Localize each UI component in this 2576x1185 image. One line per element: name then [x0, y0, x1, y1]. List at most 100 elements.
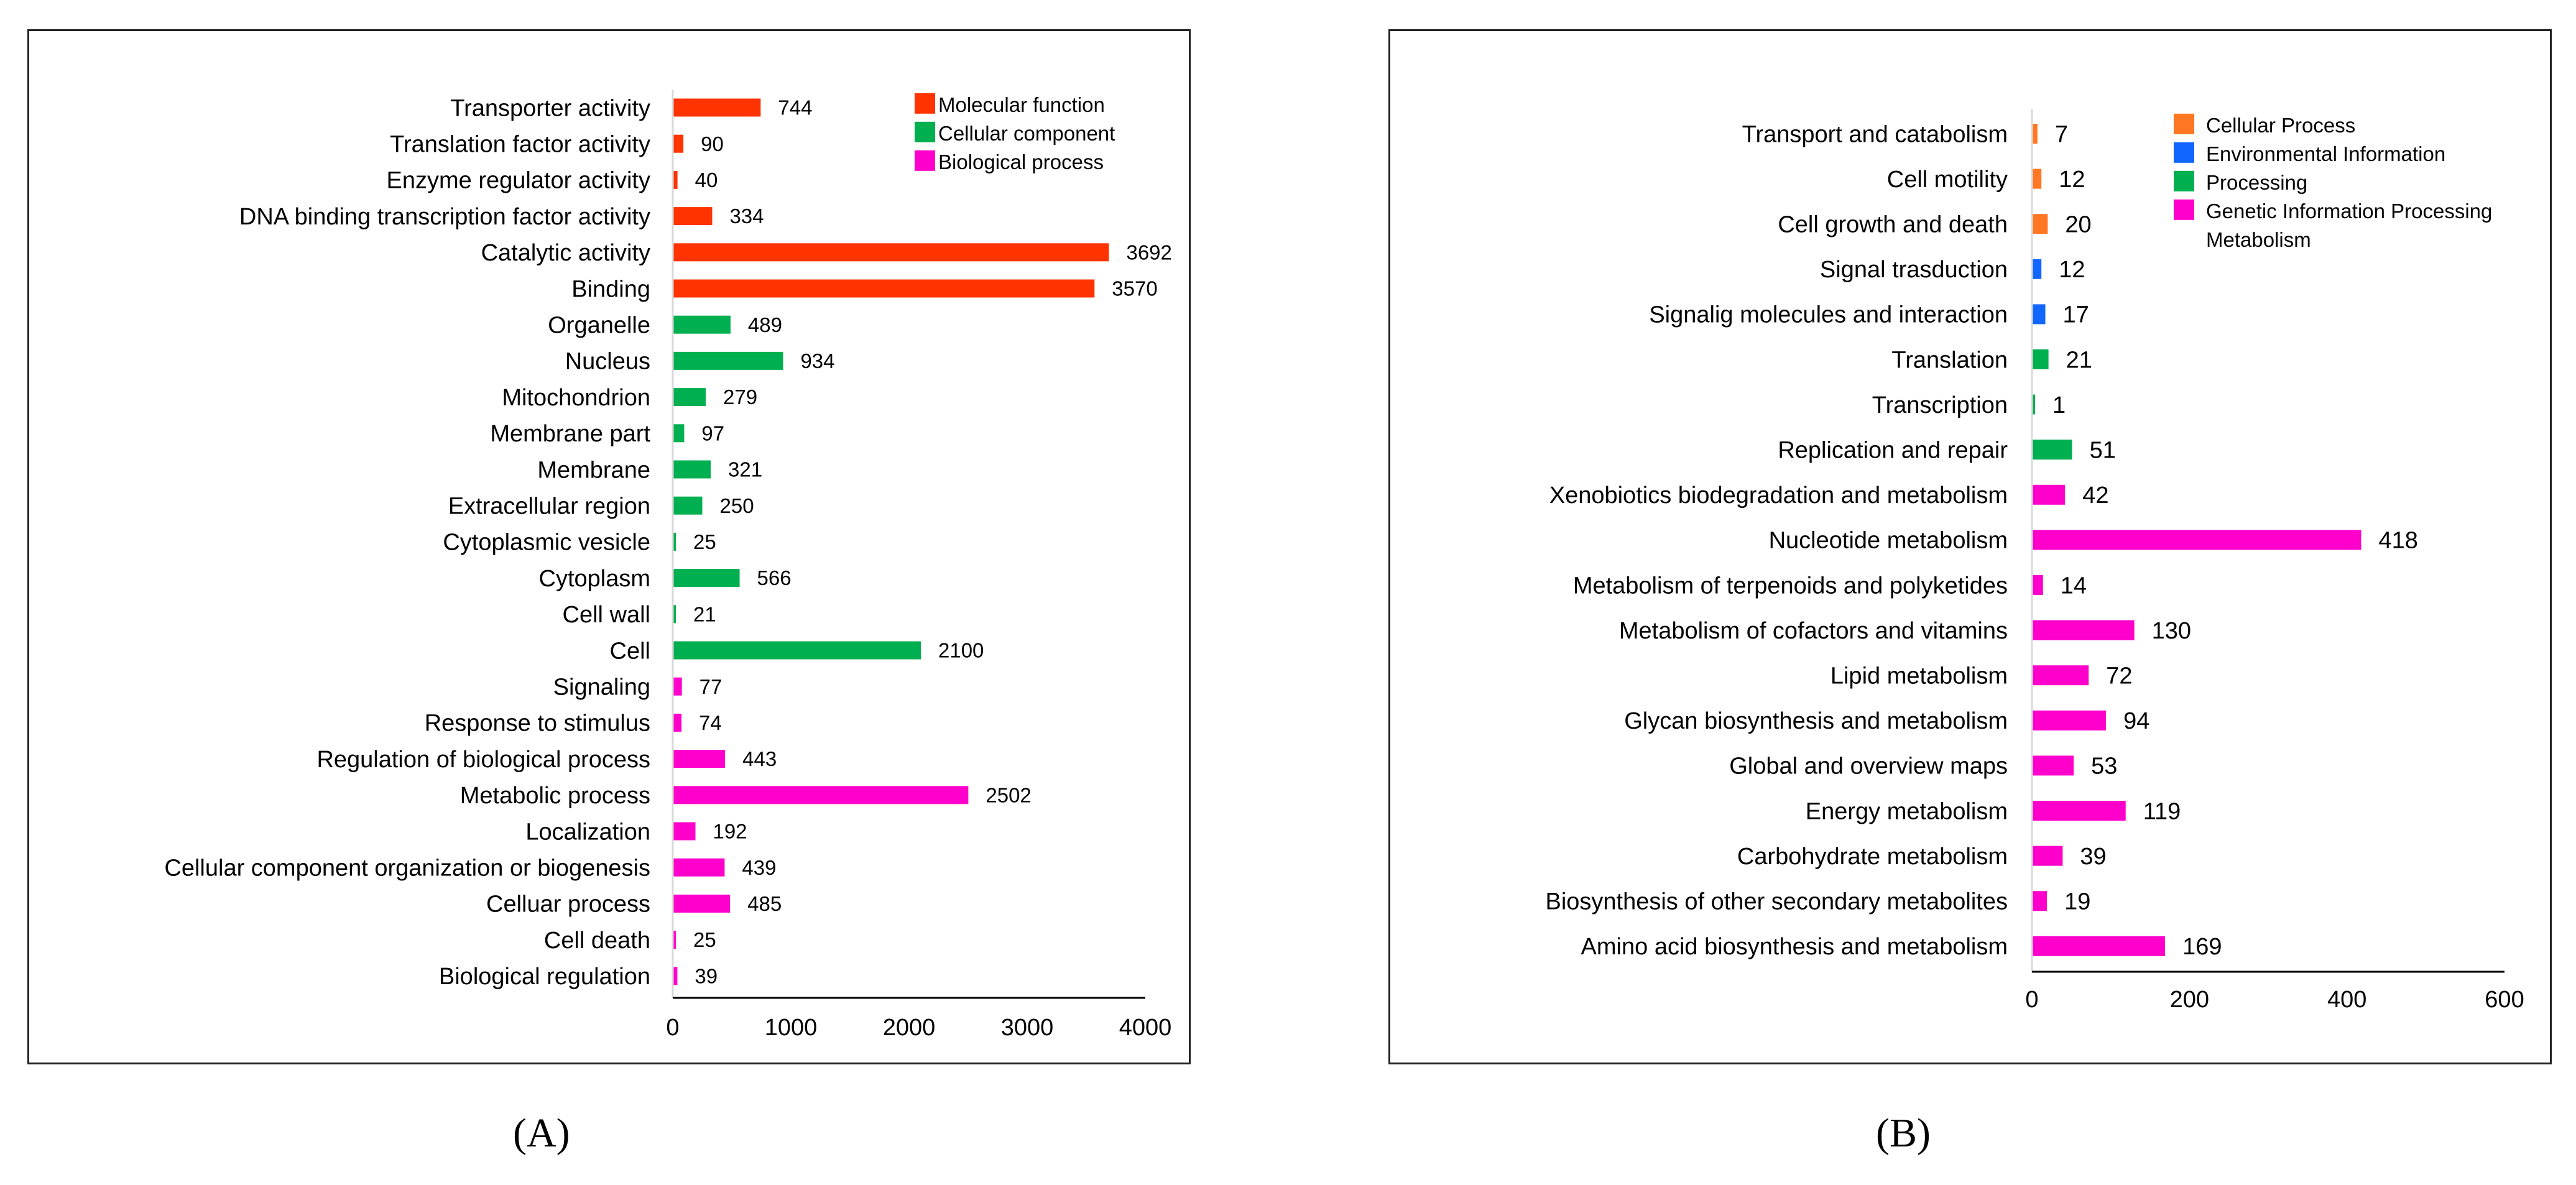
category-label: Transport and catabolism [1742, 121, 2008, 147]
bar [2032, 484, 2066, 505]
data-label: 1 [2052, 392, 2066, 418]
bar [2032, 440, 2072, 460]
category-label: DNA binding transcription factor activit… [239, 204, 650, 230]
bar [2032, 530, 2361, 550]
panel-a: Transporter activity 744 Translation facto… [27, 29, 1191, 1064]
bar [673, 460, 711, 479]
bar [673, 496, 703, 515]
category-label: Signal trasduction [1820, 257, 2008, 283]
data-label: 279 [723, 385, 757, 408]
bar [673, 532, 676, 551]
data-label: 17 [2063, 302, 2089, 328]
category-label: Biosynthesis of other secondary metaboli… [1545, 889, 2008, 915]
bar [2032, 891, 2047, 911]
category-label: Response to stimulus [425, 711, 650, 737]
bar [2032, 665, 2089, 686]
bar [673, 98, 761, 117]
data-label: 418 [2378, 528, 2417, 554]
legend-label: Genetic Information Processing [2206, 200, 2492, 223]
category-label: Signaling [553, 675, 650, 701]
bar [673, 279, 1095, 298]
data-label: 21 [693, 602, 716, 625]
data-label: 40 [695, 168, 718, 191]
legend-swatch [2174, 113, 2194, 134]
bar [673, 750, 726, 768]
category-label: Energy metabolism [1806, 798, 2008, 824]
bar [2032, 575, 2043, 595]
data-label: 72 [2106, 663, 2132, 689]
bar [673, 243, 1109, 262]
bar [2032, 349, 2049, 369]
category-label: Cell motility [1887, 167, 2008, 193]
bar [2032, 124, 2038, 144]
legend-label: Processing [2206, 171, 2307, 194]
bar [2032, 304, 2046, 325]
bar [2032, 620, 2135, 640]
category-label: Organelle [548, 313, 650, 339]
data-label: 130 [2152, 618, 2191, 644]
data-label: 94 [2123, 708, 2149, 734]
data-label: 51 [2090, 438, 2116, 464]
bar [673, 967, 678, 985]
category-label: Carbohydrate metabolism [1737, 844, 2008, 870]
category-label: Extracellular region [448, 494, 650, 520]
category-label: Global and overview maps [1729, 754, 2008, 780]
data-label: 20 [2065, 212, 2091, 238]
data-label: 934 [800, 349, 834, 372]
category-label: Binding [571, 276, 650, 302]
x-tick-label: 0 [2025, 987, 2038, 1013]
category-label: Metabolism of cofactors and vitamins [1619, 618, 2008, 644]
category-label: Catalytic activity [481, 240, 650, 266]
x-tick-label: 600 [2485, 987, 2524, 1013]
bar [673, 424, 685, 443]
data-label: 334 [729, 205, 764, 228]
category-label: Cell growth and death [1778, 212, 2008, 238]
bar [2032, 168, 2042, 189]
bar [673, 677, 682, 696]
category-label: Nucleus [565, 349, 650, 375]
legend-swatch [2174, 170, 2194, 191]
data-label: 21 [2066, 347, 2092, 373]
bar [2032, 214, 2048, 234]
bar [673, 315, 731, 334]
data-label: 439 [742, 856, 776, 879]
x-tick-label: 4000 [1119, 1015, 1172, 1041]
category-label: Biological regulation [439, 964, 650, 990]
legend-label: Environmental Information [2206, 142, 2445, 165]
bar [673, 786, 969, 805]
data-label: 3570 [1112, 277, 1157, 300]
data-label: 42 [2082, 482, 2108, 509]
data-label: 90 [701, 132, 724, 155]
data-label: 485 [747, 892, 782, 915]
bar [2032, 394, 2035, 415]
bar [673, 134, 684, 153]
legend-label: Cellular Process [2206, 114, 2355, 137]
data-label: 3692 [1126, 241, 1171, 264]
category-label: Metabolism of terpenoids and polyketides [1573, 573, 2008, 599]
data-label: 39 [695, 964, 718, 987]
category-label: Cell death [544, 928, 650, 954]
category-label: Replication and repair [1778, 438, 2008, 464]
data-label: 39 [2080, 844, 2106, 870]
legend-swatch [915, 150, 935, 171]
data-label: 321 [728, 458, 762, 481]
legend-label: Molecular function [938, 93, 1105, 116]
x-tick-label: 1000 [765, 1015, 818, 1041]
data-label: 25 [693, 928, 716, 951]
category-label: Glycan biosynthesis and metabolism [1624, 708, 2008, 734]
bar [2032, 936, 2166, 956]
panel-b: Transport and catabolism 7 Cell motility 12… [1388, 29, 2552, 1064]
x-tick-label: 0 [666, 1015, 679, 1041]
category-label: Amino acid biosynthesis and metabolism [1581, 934, 2008, 960]
data-label: 489 [748, 313, 782, 336]
category-label: Membrane [537, 457, 650, 483]
bar [673, 858, 725, 877]
category-label: Transcription [1872, 392, 2008, 418]
panel-label-a: (A) [513, 1110, 570, 1156]
x-tick-label: 400 [2327, 987, 2366, 1013]
bar [2032, 846, 2063, 866]
legend-swatch [2174, 199, 2194, 220]
category-label: Cytoplasmic vesicle [443, 530, 650, 556]
panel-label-b: (B) [1876, 1110, 1931, 1156]
